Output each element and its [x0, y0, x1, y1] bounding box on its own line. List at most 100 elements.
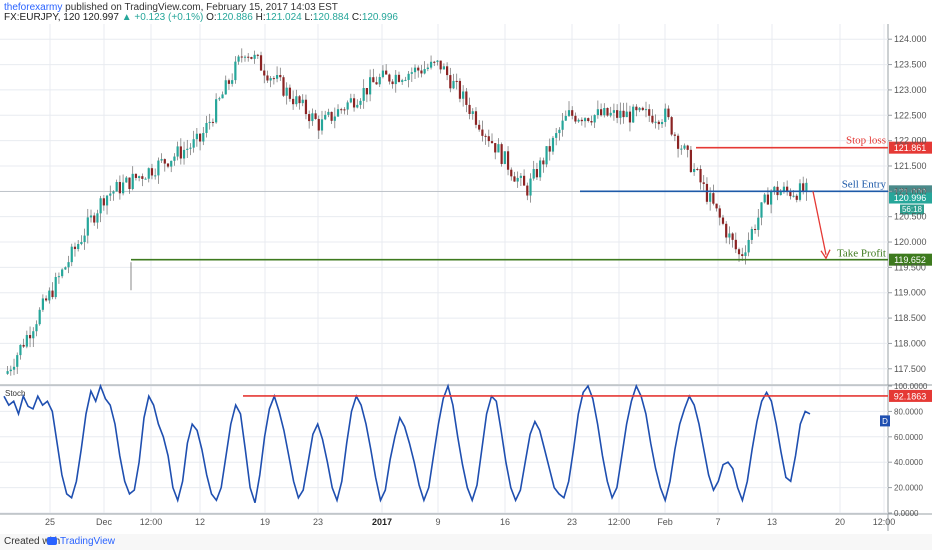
candle-body: [141, 176, 144, 179]
sell-entry-label: Sell Entry: [842, 178, 887, 190]
change-up-icon: ▲: [121, 12, 132, 23]
candle-body: [166, 163, 170, 167]
time-tick-label: Dec: [96, 517, 113, 527]
stoch-tick-label: 60.0000: [894, 433, 923, 442]
candle-body: [446, 66, 449, 76]
candle-body: [263, 70, 266, 76]
candle-body: [234, 61, 237, 81]
stochastic-pane: 92.1863 D: [3, 383, 932, 504]
candle-body: [67, 262, 70, 268]
close-value: 120.996: [361, 12, 398, 23]
candle-body: [192, 139, 195, 148]
candle-body: [208, 121, 211, 123]
low-value: 120.884: [312, 12, 350, 23]
candle-body: [497, 144, 500, 153]
candle-body: [285, 87, 288, 96]
candle-body: [526, 185, 529, 196]
stoch-d-badge-text: D: [882, 417, 888, 426]
candle-body: [144, 178, 147, 180]
candle-body: [410, 72, 413, 74]
open-value: 120.886: [216, 12, 253, 23]
candle-body: [160, 159, 163, 161]
candle-body: [96, 213, 99, 223]
stoch-level-tag: [889, 389, 932, 402]
candle-body: [352, 98, 356, 108]
candle-body: [121, 182, 125, 194]
candle-body: [118, 181, 121, 194]
time-tick-label: 16: [500, 517, 510, 527]
candle-body: [786, 186, 789, 191]
price-tick-label: 120.000: [894, 237, 927, 247]
candle-body: [401, 80, 404, 82]
candle-body: [16, 355, 19, 367]
candle-body: [616, 110, 619, 118]
candle-body: [792, 195, 795, 197]
candle-body: [385, 70, 388, 75]
symbol-info: FX:EURJPY, 120 120.997 ▲ +0.123 (+0.1%) …: [4, 12, 398, 23]
candle-body: [105, 195, 109, 206]
candle-body: [301, 99, 304, 104]
candle-body: [157, 160, 160, 176]
candle-body: [420, 70, 423, 74]
last-price: 120.997: [82, 12, 119, 23]
candle-body: [28, 335, 32, 339]
candle-body: [548, 146, 551, 152]
time-tick-label: 19: [260, 517, 270, 527]
candle-body: [484, 135, 487, 137]
candle-body: [147, 168, 150, 179]
chart-axes: 124.000 123.500 123.000 122.500 122.000 121.5…: [5, 34, 928, 527]
candle-body: [102, 198, 105, 206]
candle-body: [619, 110, 622, 118]
candle-body: [779, 191, 782, 196]
candle-body: [712, 193, 715, 204]
candle-body: [80, 242, 83, 245]
take-profit-price-tag: [889, 253, 932, 266]
last-price-text: 120.996: [894, 193, 927, 203]
chart-canvas[interactable]: Stop loss 121.861 Sell Entry 121.000 Take Pr…: [0, 0, 932, 534]
candle-body: [551, 137, 555, 152]
candle-body: [272, 78, 275, 80]
candle-body: [77, 244, 80, 250]
candle-body: [48, 290, 51, 301]
candle-body: [224, 80, 227, 95]
time-tick-label: 12: [195, 517, 205, 527]
candle-body: [500, 144, 503, 164]
candle-body: [680, 148, 683, 150]
candle-body: [330, 111, 333, 121]
arrow-head-icon: [820, 249, 831, 260]
candle-body: [346, 102, 349, 110]
stoch-pane-title: Stoch: [5, 389, 25, 398]
created-with-label: Created with: [4, 536, 61, 547]
candle-body: [407, 73, 410, 80]
candle-body: [131, 173, 134, 189]
candle-body: [429, 61, 433, 68]
candle-body: [308, 114, 311, 122]
candle-body: [709, 193, 712, 202]
candle-body: [57, 276, 61, 278]
candle-body: [664, 108, 667, 123]
candle-body: [763, 194, 766, 203]
candle-body: [766, 194, 769, 205]
candle-body: [577, 119, 580, 122]
last-price-tag: [889, 192, 932, 204]
author-link[interactable]: theforexarmy: [4, 2, 63, 13]
candle-body: [231, 80, 234, 84]
candle-body: [391, 81, 394, 85]
candle-body: [279, 75, 282, 78]
candle-body: [734, 239, 737, 250]
candle-body: [596, 109, 599, 116]
candle-body: [622, 110, 625, 118]
candle-body: [481, 129, 484, 136]
price-tick-label: 123.000: [894, 85, 927, 95]
candle-body: [237, 56, 240, 62]
candle-body: [510, 169, 513, 177]
candle-body: [737, 249, 741, 255]
candle-body: [311, 113, 314, 122]
candle-body: [757, 217, 760, 230]
tradingview-brand-link[interactable]: TradingView: [60, 536, 116, 547]
candle-body: [343, 109, 346, 111]
candle-body: [760, 202, 763, 218]
candle-body: [628, 111, 632, 123]
candle-body: [670, 117, 673, 135]
candle-body: [744, 252, 747, 257]
